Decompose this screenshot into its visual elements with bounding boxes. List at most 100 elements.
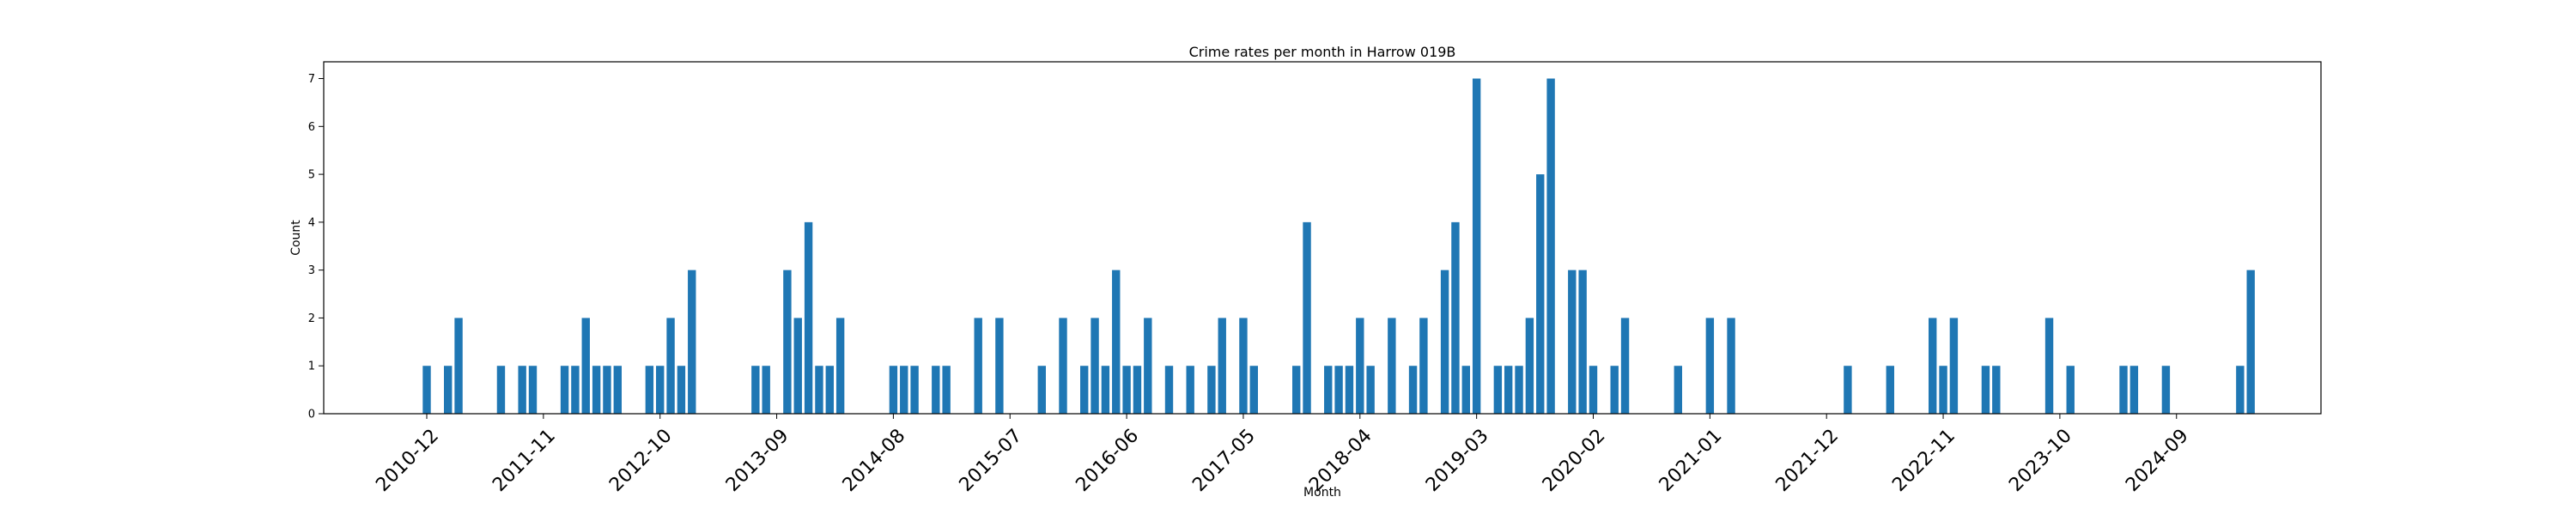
bar-2011-09 — [518, 366, 526, 414]
bar-2019-09 — [1536, 174, 1545, 414]
bar-2024-04 — [2119, 366, 2128, 414]
bar-2012-09 — [645, 366, 654, 414]
bar-2019-06 — [1504, 366, 1513, 414]
bar-2013-10 — [783, 270, 792, 414]
bar-2019-03 — [1472, 78, 1481, 415]
bar-2022-10 — [1929, 318, 1937, 414]
bar-2018-01 — [1324, 366, 1333, 414]
bar-2017-11 — [1303, 221, 1311, 414]
bar-2012-12 — [677, 366, 686, 414]
y-tick-label: 0 — [308, 409, 315, 421]
bar-2020-04 — [1610, 366, 1619, 414]
bar-2015-04 — [974, 318, 982, 414]
bar-2011-10 — [528, 366, 538, 414]
bar-2020-02 — [1589, 366, 1598, 414]
bar-2012-03 — [581, 318, 590, 414]
bar-2017-02 — [1207, 366, 1216, 414]
bar-2023-09 — [2044, 318, 2054, 414]
x-tick-label: 2019-03 — [1422, 425, 1493, 496]
bar-2014-09 — [900, 366, 908, 414]
bar-2014-03 — [835, 318, 845, 414]
bar-2020-10 — [1674, 366, 1682, 414]
x-tick-label: 2020-02 — [1539, 425, 1610, 496]
x-tick-label: 2014-08 — [839, 425, 910, 496]
bar-2019-07 — [1515, 366, 1523, 414]
x-tick-label: 2016-06 — [1072, 425, 1143, 496]
bar-2017-03 — [1218, 318, 1226, 414]
bar-2016-06 — [1122, 366, 1131, 414]
x-tick-label: 2011-11 — [489, 425, 560, 496]
bar-2013-12 — [804, 221, 813, 414]
x-axis-label: Month — [1303, 486, 1341, 500]
bar-2023-04 — [1992, 366, 2001, 414]
bar-2016-04 — [1101, 366, 1110, 414]
bar-2018-09 — [1408, 366, 1418, 414]
bar-2012-06 — [613, 366, 622, 414]
bar-2013-08 — [762, 366, 770, 414]
bar-2016-08 — [1144, 318, 1152, 414]
bar-2014-12 — [932, 366, 940, 414]
bar-2017-10 — [1292, 366, 1301, 414]
bar-2018-10 — [1419, 318, 1428, 414]
chart-title: Crime rates per month in Harrow 019B — [1189, 44, 1456, 60]
bar-2018-04 — [1356, 318, 1364, 414]
bar-2016-10 — [1164, 366, 1174, 414]
bar-2021-01 — [1705, 318, 1715, 414]
bar-2023-03 — [1981, 366, 1990, 414]
bar-2015-10 — [1037, 366, 1046, 414]
bar-2019-05 — [1493, 366, 1503, 414]
bar-2021-03 — [1727, 318, 1735, 414]
y-tick-label: 1 — [308, 360, 315, 373]
bar-2014-02 — [825, 366, 834, 414]
bar-2019-01 — [1451, 221, 1460, 414]
x-tick-label: 2015-07 — [956, 425, 1027, 496]
x-tick-label: 2024-09 — [2122, 425, 2193, 496]
x-tick-label: 2010-12 — [372, 425, 443, 496]
bar-2023-11 — [2066, 366, 2075, 414]
bar-2014-01 — [815, 366, 823, 414]
bar-2011-03 — [454, 318, 463, 414]
bar-2012-10 — [656, 366, 665, 414]
plot-frame — [323, 61, 2322, 415]
bar-2011-07 — [496, 366, 506, 414]
bar-2024-08 — [2161, 366, 2171, 414]
x-tick-label: 2012-10 — [605, 425, 677, 496]
bar-2012-05 — [603, 366, 611, 414]
bar-2011-02 — [444, 366, 453, 414]
bar-2022-06 — [1886, 366, 1894, 414]
bar-2022-02 — [1844, 366, 1852, 414]
y-tick-label: 2 — [308, 312, 315, 325]
bar-2019-02 — [1461, 366, 1470, 414]
bar-2012-01 — [560, 366, 569, 414]
bar-2015-06 — [995, 318, 1004, 414]
bar-2012-11 — [666, 318, 675, 414]
bar-2022-12 — [1949, 318, 1959, 414]
bar-2016-05 — [1112, 270, 1121, 414]
y-tick-label: 4 — [308, 216, 315, 229]
bar-2015-12 — [1059, 318, 1067, 414]
bar-2014-10 — [910, 366, 919, 414]
bar-2017-05 — [1239, 318, 1248, 414]
bar-2015-01 — [942, 366, 951, 414]
bar-2018-02 — [1334, 366, 1343, 414]
x-axis: 2010-12 2011-11 2012-10 2013-09 2014-08 2015-… — [372, 414, 2193, 496]
y-tick-label: 6 — [308, 121, 315, 134]
bar-2019-12 — [1568, 270, 1577, 414]
y-tick-label: 7 — [308, 73, 315, 86]
bar-2020-01 — [1578, 270, 1587, 414]
bar-2013-01 — [688, 270, 696, 414]
x-tick-label: 2017-05 — [1188, 425, 1260, 496]
y-tick-label: 5 — [308, 169, 315, 182]
bar-2016-03 — [1091, 318, 1099, 414]
bar-2012-04 — [592, 366, 601, 414]
x-tick-label: 2021-12 — [1772, 425, 1844, 496]
bar-2014-08 — [889, 366, 898, 414]
bar-2019-10 — [1546, 78, 1555, 415]
bar-2018-12 — [1440, 270, 1449, 414]
bar-2018-03 — [1345, 366, 1354, 414]
bar-2012-02 — [571, 366, 580, 414]
bar-2024-05 — [2129, 366, 2139, 414]
y-tick-label: 3 — [308, 264, 315, 277]
bar-2017-06 — [1249, 366, 1258, 414]
